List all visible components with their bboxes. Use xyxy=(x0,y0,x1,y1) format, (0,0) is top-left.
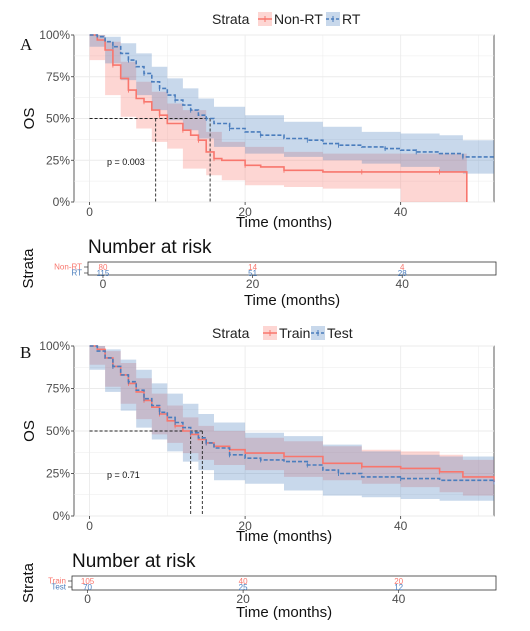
risk-x-axis-title: Time (months) xyxy=(236,604,332,621)
risk-count: 12 xyxy=(394,583,403,592)
risk-count: 80 xyxy=(99,263,108,272)
panel-letter: A xyxy=(20,35,33,54)
y-tick-label: 25% xyxy=(46,153,70,167)
risk-y-axis-title: Strata xyxy=(20,562,37,603)
x-tick-label: 40 xyxy=(394,205,408,219)
p-value: p = 0.003 xyxy=(107,157,145,167)
risk-count: 4 xyxy=(400,263,405,272)
risk-count: 20 xyxy=(394,577,403,586)
risk-count: 70 xyxy=(83,583,92,592)
y-tick-label: 50% xyxy=(46,424,70,438)
risk-x-axis-title: Time (months) xyxy=(244,292,340,309)
x-axis-title: Time (months) xyxy=(236,214,332,231)
risk-table-title: Number at risk xyxy=(88,237,212,258)
panel-letter: B xyxy=(20,343,31,362)
risk-count: 105 xyxy=(81,577,95,586)
risk-count: 40 xyxy=(239,577,248,586)
x-tick-label: 20 xyxy=(238,519,252,533)
y-tick-label: 100% xyxy=(39,28,70,42)
legend-title: Strata xyxy=(212,11,250,27)
x-tick-label: 0 xyxy=(86,205,93,219)
legend: Strata Non-RT RT xyxy=(212,11,361,27)
risk-table-frame xyxy=(87,261,497,276)
risk-x-tick-label: 20 xyxy=(236,592,250,606)
y-tick-label: 100% xyxy=(39,339,70,353)
legend-title: Strata xyxy=(212,325,250,341)
y-tick-label: 75% xyxy=(46,70,70,84)
y-tick-label: 0% xyxy=(53,509,71,523)
p-value: p = 0.71 xyxy=(107,470,140,480)
legend-label-test: Test xyxy=(327,325,353,341)
x-tick-label: 40 xyxy=(394,519,408,533)
risk-count: 51 xyxy=(248,269,257,278)
legend-label-train: Train xyxy=(279,325,310,341)
risk-count: 28 xyxy=(398,269,407,278)
y-tick-label: 75% xyxy=(46,382,70,396)
grid xyxy=(74,34,494,203)
risk-y-axis-title: Strata xyxy=(20,248,37,289)
grid xyxy=(74,345,494,517)
y-tick-label: 25% xyxy=(46,467,70,481)
risk-row-label-train: Train xyxy=(48,577,66,586)
legend-label-non-rt: Non-RT xyxy=(274,11,323,27)
ci-band-rt xyxy=(89,35,494,174)
y-tick-label: 50% xyxy=(46,112,70,126)
survival-curve-test xyxy=(89,345,495,482)
risk-count: 25 xyxy=(239,583,248,592)
risk-x-tick-label: 20 xyxy=(246,277,260,291)
ci-band-test xyxy=(89,346,494,501)
x-axis-title: Time (months) xyxy=(236,528,332,545)
x-tick-label: 20 xyxy=(238,205,252,219)
risk-table-frame xyxy=(71,575,497,591)
y-axis-title: OS xyxy=(21,420,38,442)
risk-x-tick-label: 0 xyxy=(100,277,107,291)
risk-count: 115 xyxy=(97,269,110,278)
risk-row-label-test: Test xyxy=(51,583,66,592)
risk-x-tick-label: 40 xyxy=(392,592,406,606)
risk-x-tick-label: 0 xyxy=(84,592,91,606)
risk-row-label-rt: RT xyxy=(71,269,82,278)
risk-table: Number at risk Train 105 40 20 Test 70 25 12 0 20 4… xyxy=(20,551,497,621)
risk-table-title: Number at risk xyxy=(72,551,196,572)
risk-row-label-non-rt: Non-RT xyxy=(54,263,82,272)
risk-count: 14 xyxy=(248,263,257,272)
legend-label-rt: RT xyxy=(342,11,361,27)
legend: Strata Train Test xyxy=(212,325,353,341)
ci-band-non-rt xyxy=(89,35,467,202)
ci-band-train xyxy=(89,346,494,496)
y-tick-label: 0% xyxy=(53,195,71,209)
x-tick-label: 0 xyxy=(86,519,93,533)
risk-x-tick-label: 40 xyxy=(396,277,410,291)
y-axis-title: OS xyxy=(21,108,38,130)
risk-table: Number at risk Non-RT 80 14 4 RT 115 51 28 0 20 40 T… xyxy=(20,237,497,309)
